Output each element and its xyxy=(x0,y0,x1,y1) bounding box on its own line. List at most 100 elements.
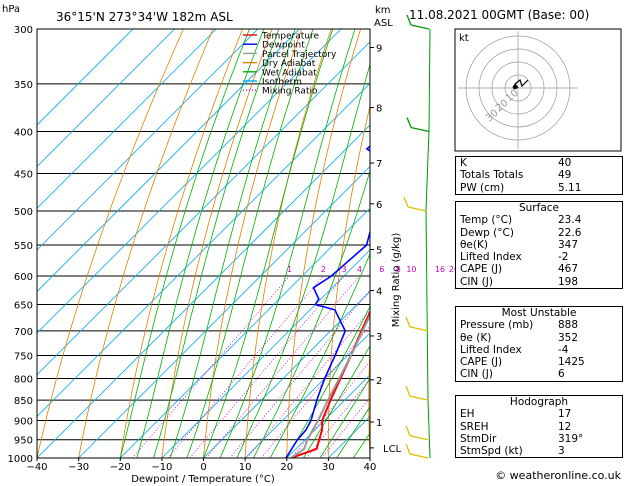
mixing-ratio-label: 6 xyxy=(379,265,384,274)
height-tick-label: 6 xyxy=(376,200,382,211)
panel-title: Most Unstable xyxy=(501,307,577,319)
index-name: θe (K) xyxy=(460,331,492,344)
storm-motion-marker xyxy=(512,84,518,90)
wet-adiabat-line xyxy=(186,29,314,458)
hodograph-unit-label: kt xyxy=(459,33,469,44)
index-value: 3 xyxy=(558,445,565,458)
index-value: 6 xyxy=(558,368,565,381)
isotherm-line xyxy=(37,29,259,251)
isotherm-line xyxy=(244,332,370,458)
chart-title: 36°15'N 273°34'W 182m ASL xyxy=(56,10,233,24)
legend-label: Dewpoint xyxy=(262,41,305,51)
height-tick-label: 4 xyxy=(376,287,382,298)
wet-adiabat-line xyxy=(153,29,280,458)
x-axis-label: Dewpoint / Temperature (°C) xyxy=(131,474,275,485)
mixing-ratio-label: 1 xyxy=(287,265,292,274)
pressure-tick-label: 500 xyxy=(14,207,33,218)
temperature-tick-label: −20 xyxy=(110,462,131,473)
hpa-label: hPa xyxy=(2,4,20,15)
legend-label: Isotherm xyxy=(262,78,302,88)
isotherm-line xyxy=(37,29,300,293)
dry-adiabat-line xyxy=(119,29,243,458)
index-row: EH 17 xyxy=(456,408,622,420)
panel-title: Hodograph xyxy=(509,396,569,408)
index-name: CAPE (J) xyxy=(460,263,503,276)
indices-surface-panel: Surface Temp (°C) 23.4 Dewp (°C) 22.6 θe(K) 34… xyxy=(455,201,623,290)
wet-adiabat-line xyxy=(236,62,370,458)
index-row: CIN (J) 6 xyxy=(456,368,622,380)
temperature-tick-label: 20 xyxy=(280,462,293,473)
mixing-ratio-labels: 12346810162025 xyxy=(287,265,473,274)
pressure-tick-label: 700 xyxy=(14,327,33,338)
indices-basic-panel: K 40 Totals Totals 49 PW (cm) 5.11 xyxy=(455,156,623,195)
height-tick-label: 1 xyxy=(376,418,382,429)
dry-adiabat-line xyxy=(244,29,332,458)
index-value: 1425 xyxy=(558,356,585,369)
height-axis: 9 8 7 6 5 4 3 2 1 LCL xyxy=(370,44,402,455)
index-row: Pressure (mb) 888 xyxy=(456,319,622,331)
index-row: Lifted Index -2 xyxy=(456,251,622,263)
wet-adiabat-line xyxy=(203,29,334,458)
mixing-ratio-label: 4 xyxy=(357,265,362,274)
mixing-ratio-line xyxy=(167,275,324,458)
pressure-tick-label: 550 xyxy=(14,241,33,252)
index-row: θe (K) 352 xyxy=(456,332,622,344)
index-value: -4 xyxy=(558,343,569,356)
dry-adiabat-line xyxy=(368,338,370,458)
temperature-tick-label: 40 xyxy=(364,462,377,473)
temperature-tick-label: −40 xyxy=(26,462,47,473)
wet-adiabat-line xyxy=(303,345,370,458)
pressure-tick-label: 850 xyxy=(14,396,33,407)
pressure-tick-label: 400 xyxy=(14,128,33,139)
valid-datetime: 11.08.2021 00GMT (Base: 00) xyxy=(409,8,590,22)
wind-profile-line xyxy=(425,28,431,459)
isotherm-line xyxy=(161,249,370,458)
mixing-ratio-axis-label: Mixing Ratio (g/kg) xyxy=(391,233,402,328)
index-name: θe(K) xyxy=(460,238,488,251)
index-row: θe(K) 347 xyxy=(456,239,622,251)
mixing-ratio-label: 20 xyxy=(449,265,459,274)
mixing-ratio-line xyxy=(131,275,290,458)
temperature-line xyxy=(290,309,370,458)
copyright-footer: © weatheronline.co.uk xyxy=(495,469,621,482)
index-name: CIN (J) xyxy=(460,368,493,381)
height-tick-label: 3 xyxy=(376,332,382,343)
index-name: CIN (J) xyxy=(460,275,493,288)
height-tick-label: 7 xyxy=(376,159,382,170)
wet-adiabat-line xyxy=(269,252,370,458)
dewpoint-line xyxy=(285,145,370,458)
dry-adiabat-line xyxy=(37,29,184,458)
wind-barb xyxy=(409,453,429,459)
wind-barb xyxy=(410,126,430,133)
legend-label: Parcel Trajectory xyxy=(262,50,337,60)
legend-label: Mixing Ratio xyxy=(262,87,318,97)
indices-most-unstable-panel: Most Unstable Pressure (mb) 888 θe (K) 352 Li… xyxy=(455,306,623,382)
index-name: Lifted Index xyxy=(460,251,522,264)
index-name: StmSpd (kt) xyxy=(460,445,523,458)
index-value: 23.4 xyxy=(558,214,582,227)
wet-adiabat-line xyxy=(253,169,370,458)
wind-barbs xyxy=(403,14,431,459)
pressure-tick-label: 650 xyxy=(14,301,33,312)
index-value: 347 xyxy=(558,238,579,251)
index-name: Temp (°C) xyxy=(460,214,513,227)
index-name: SREH xyxy=(460,420,489,433)
index-row: StmSpd (kt) 3 xyxy=(456,445,622,457)
index-row: SREH 12 xyxy=(456,421,622,433)
mixing-ratio-label: 8 xyxy=(396,265,401,274)
index-row: CAPE (J) 467 xyxy=(456,263,622,275)
isotherm-line xyxy=(37,29,217,209)
pressure-tick-label: 350 xyxy=(14,80,33,91)
pressure-axis: 300 350 400 450 500 550 600 650 700 750 800 850 900 9… xyxy=(8,25,33,465)
pressure-tick-label: 1000 xyxy=(8,454,33,465)
isotherm-line xyxy=(37,29,175,168)
pressure-tick-label: 300 xyxy=(14,25,33,36)
height-tick-label: 8 xyxy=(376,104,382,115)
wind-barb xyxy=(407,206,427,212)
index-name: EH xyxy=(460,408,475,421)
index-row: StmDir 319° xyxy=(456,433,622,445)
mixing-ratio-line xyxy=(189,275,345,458)
index-value: 467 xyxy=(558,263,579,276)
index-row: Totals Totals 49 xyxy=(456,169,622,181)
